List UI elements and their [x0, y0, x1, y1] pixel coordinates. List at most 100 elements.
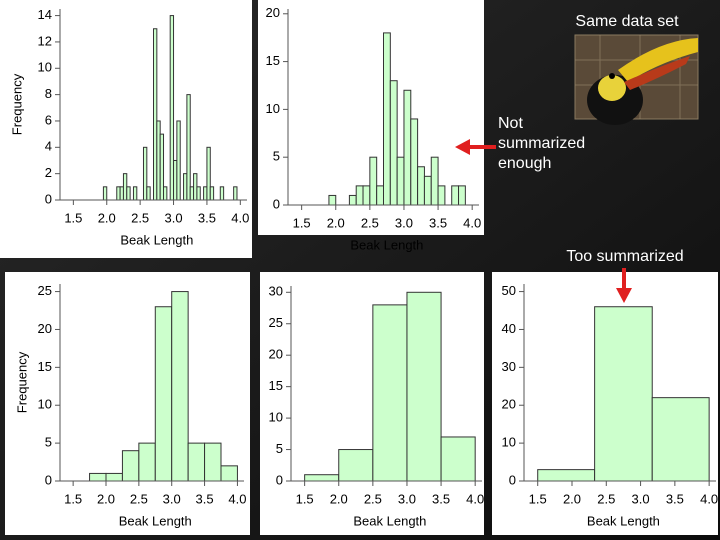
y-tick-label: 30	[269, 284, 283, 299]
x-axis-label: Beak Length	[587, 513, 660, 528]
histogram-panel: 0 10 20 30 40 50 1.5 2.0 2.5 3.0 3.5 4.0 Beak Length	[492, 272, 718, 535]
x-tick-label: 4.0	[231, 210, 249, 225]
x-tick-label: 3.5	[432, 491, 450, 506]
bar	[189, 186, 195, 201]
bar	[89, 472, 107, 482]
x-tick-label: 2.5	[130, 491, 148, 506]
bar	[423, 175, 432, 206]
bar	[338, 449, 374, 482]
y-tick-label: 0	[273, 196, 280, 211]
panel-background	[5, 272, 250, 535]
bar	[156, 120, 161, 201]
x-tick-label: 4.0	[228, 491, 246, 506]
bar	[206, 146, 211, 201]
x-axis-label: Beak Length	[120, 232, 193, 247]
y-tick-label: 0	[45, 472, 52, 487]
y-tick-label: 15	[266, 53, 280, 68]
bar	[105, 472, 123, 482]
x-tick-label: 3.0	[164, 210, 182, 225]
histogram-panel: 0 2 4 6 8 10 12 14 1.5 2.0 2.5 3.0 3.5 4.0 Beak Length…	[0, 0, 252, 258]
x-tick-label: 3.5	[429, 215, 447, 230]
x-tick-label: 2.0	[330, 491, 348, 506]
bar	[209, 186, 215, 201]
bar	[440, 436, 476, 482]
bar	[146, 186, 151, 201]
annotation: Too summarized	[566, 248, 684, 265]
x-tick-label: 2.0	[327, 215, 345, 230]
x-tick-label: 1.5	[64, 210, 82, 225]
bar	[348, 194, 357, 206]
bar	[220, 465, 238, 482]
x-tick-label: 1.5	[293, 215, 311, 230]
bar	[116, 186, 121, 201]
bar	[154, 306, 173, 482]
arrow-left	[455, 139, 496, 155]
y-tick-label: 12	[38, 33, 52, 48]
y-tick-label: 2	[45, 165, 52, 180]
annotation: Same data set	[575, 13, 679, 30]
bar	[119, 186, 124, 201]
x-tick-label: 3.5	[198, 210, 216, 225]
bar	[362, 185, 371, 206]
y-tick-label: 25	[269, 315, 283, 330]
x-tick-label: 2.5	[364, 491, 382, 506]
x-tick-label: 4.0	[466, 491, 484, 506]
panel-background	[260, 272, 484, 535]
bar	[451, 185, 460, 206]
bar	[383, 32, 391, 206]
x-tick-label: 2.0	[563, 491, 581, 506]
bar	[537, 469, 596, 482]
bar	[204, 442, 222, 482]
y-tick-label: 20	[269, 347, 283, 362]
y-tick-label: 5	[276, 441, 283, 456]
y-tick-label: 15	[269, 378, 283, 393]
y-tick-label: 25	[38, 283, 52, 298]
bar	[196, 186, 201, 201]
x-tick-label: 1.5	[296, 491, 314, 506]
y-tick-label: 10	[38, 397, 52, 412]
bar	[328, 194, 337, 206]
bar	[417, 166, 425, 206]
arrow-down	[616, 268, 632, 303]
bar	[396, 156, 405, 206]
bar	[430, 156, 439, 206]
y-tick-label: 10	[266, 101, 280, 116]
y-tick-label: 4	[45, 139, 52, 154]
bar	[403, 89, 412, 206]
y-tick-label: 20	[266, 5, 280, 20]
y-tick-label: 40	[502, 321, 516, 336]
toucan-photo	[574, 34, 699, 125]
bar	[186, 94, 191, 201]
x-tick-label: 3.5	[196, 491, 214, 506]
bar	[369, 156, 378, 206]
bar	[102, 186, 108, 201]
bar	[410, 118, 419, 206]
bar	[159, 133, 165, 201]
y-tick-label: 6	[45, 112, 52, 127]
bar	[233, 186, 238, 201]
x-tick-label: 3.5	[666, 491, 684, 506]
x-tick-label: 3.0	[632, 491, 650, 506]
bar	[173, 159, 178, 201]
y-tick-label: 10	[38, 60, 52, 75]
bar	[171, 291, 189, 482]
bar	[126, 186, 131, 201]
y-tick-label: 8	[45, 86, 52, 101]
y-axis-label: Frequency	[14, 351, 29, 413]
x-tick-label: 3.0	[395, 215, 413, 230]
bar	[138, 442, 156, 482]
y-tick-label: 14	[38, 7, 52, 22]
histogram-panel: 0 5 10 15 20 25 30 1.5 2.0 2.5 3.0 3.5 4.0 Beak Lengt…	[260, 272, 484, 535]
bar	[594, 306, 653, 482]
bar	[304, 474, 340, 482]
bar	[176, 120, 181, 201]
x-tick-label: 2.5	[131, 210, 149, 225]
x-tick-label: 3.0	[163, 491, 181, 506]
y-tick-label: 20	[502, 397, 516, 412]
bar	[651, 397, 710, 482]
bar	[389, 80, 398, 206]
histogram-panel: 0 5 10 15 20 1.5 2.0 2.5 3.0 3.5 4.0 Beak Length	[258, 0, 484, 252]
bar	[355, 185, 364, 206]
bar	[193, 173, 198, 201]
